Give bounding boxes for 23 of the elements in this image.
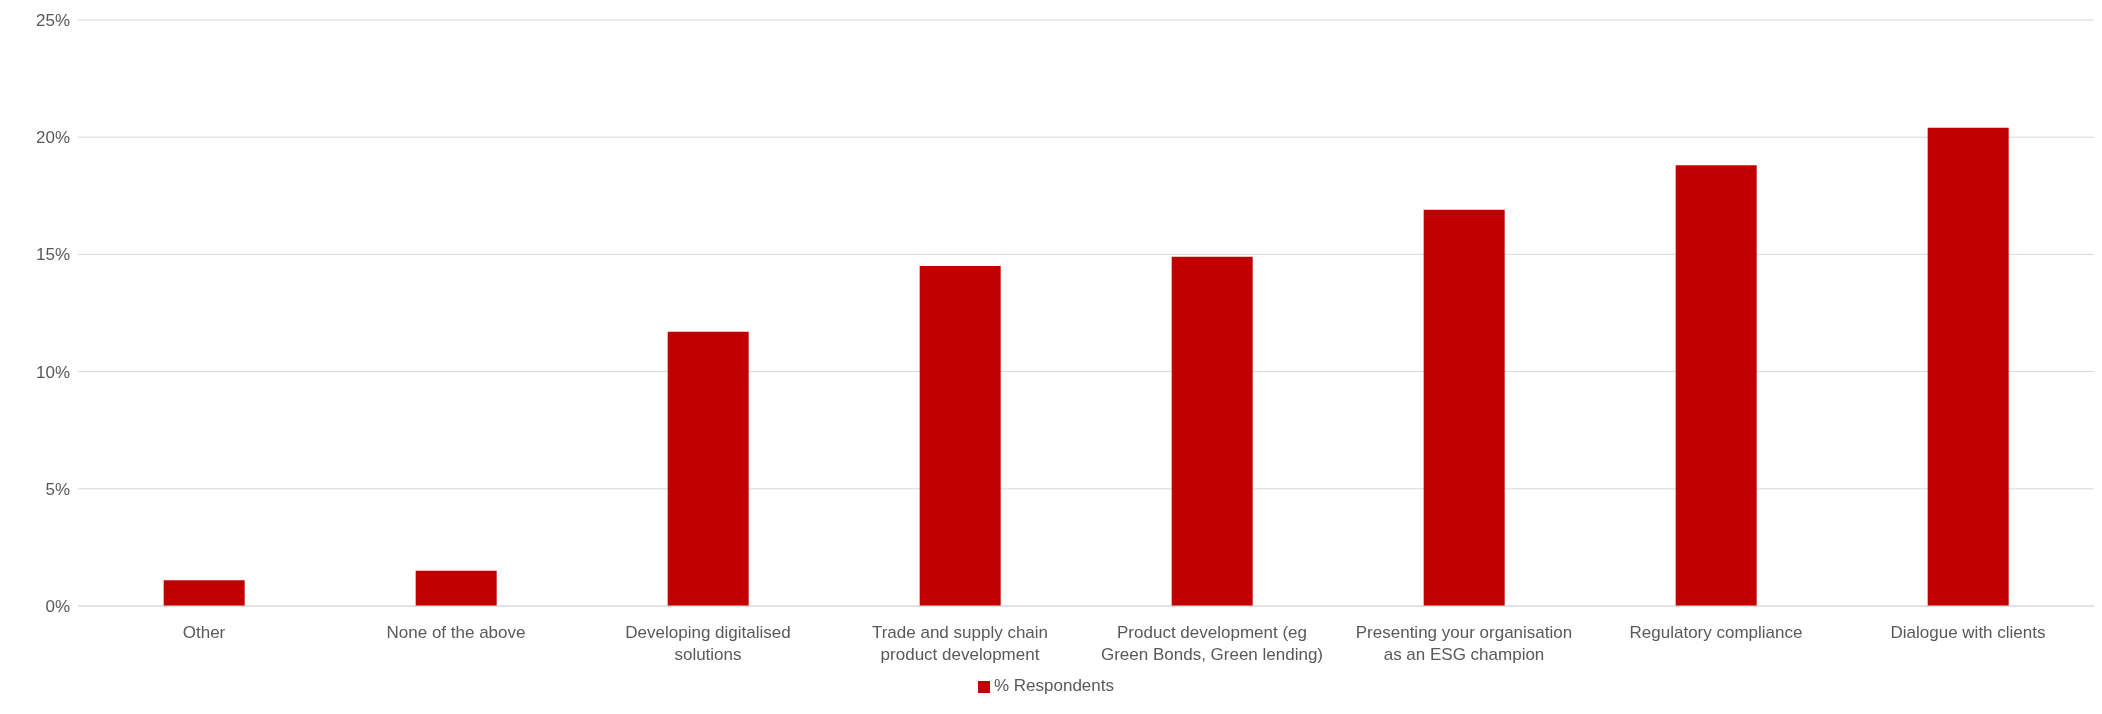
bar [1675,165,1757,606]
x-tick-label: Dialogue with clients [1890,623,2046,642]
x-tick-label: Regulatory compliance [1629,623,1803,642]
bar [1927,127,2009,606]
y-tick-label: 5% [45,479,70,499]
bar [1423,209,1505,606]
x-tick-label: Product development (eg Green Bonds, Green lending) [1100,623,1324,664]
y-tick-label: 25% [35,11,70,31]
bar [919,266,1001,606]
x-tick-label: Presenting your organisation as an ESG champion [1355,623,1573,664]
y-tick-label: 10% [35,362,70,382]
bar [1171,256,1253,606]
x-tick-label: Other [182,623,226,642]
legend-label: % Respondents [993,676,1115,695]
bar [163,580,245,606]
y-tick-label: 0% [45,597,70,617]
bar [667,331,749,606]
y-tick-label: 15% [35,245,70,265]
x-tick-label: Developing digitalised solutions [625,623,791,664]
x-tick-label: Trade and supply chain product development [871,623,1049,664]
x-tick-label: None of the above [386,623,526,642]
y-tick-label: 20% [35,128,70,148]
bar [415,570,497,606]
